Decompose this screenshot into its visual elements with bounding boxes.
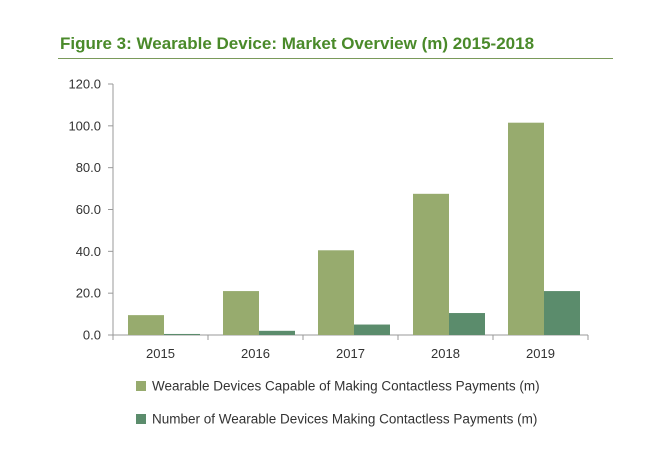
bar-series1-2019 — [508, 122, 544, 335]
x-tick-label: 2016 — [241, 346, 270, 361]
tick-labels: 0.0 20.0 40.0 60.0 80.0 100.0 120.0 2015 2016 201… — [68, 77, 555, 362]
y-tick-label: 100.0 — [68, 118, 101, 133]
bars — [128, 122, 580, 335]
bar-series1-2015 — [128, 315, 164, 335]
y-tick-label: 80.0 — [76, 160, 101, 175]
legend: Wearable Devices Capable of Making Conta… — [136, 379, 540, 427]
y-tick-label: 120.0 — [68, 77, 101, 92]
bar-series2-2016 — [259, 330, 295, 335]
bar-series1-2017 — [318, 250, 354, 335]
bar-series1-2018 — [413, 193, 449, 335]
y-tick-label: 60.0 — [76, 202, 101, 217]
legend-label-1: Wearable Devices Capable of Making Conta… — [152, 379, 540, 394]
y-tick-label: 0.0 — [83, 328, 101, 343]
bar-series2-2015 — [164, 333, 200, 335]
bar-series2-2018 — [449, 313, 485, 335]
x-tick-label: 2017 — [336, 346, 365, 361]
y-tick-label: 40.0 — [76, 244, 101, 259]
figure-title: Figure 3: Wearable Device: Market Overvi… — [60, 34, 535, 53]
x-tick-label: 2019 — [526, 346, 555, 361]
bar-series1-2016 — [223, 291, 259, 335]
x-tick-label: 2015 — [146, 346, 175, 361]
title-rule — [58, 58, 613, 59]
bar-series2-2019 — [544, 291, 580, 335]
legend-label-2: Number of Wearable Devices Making Contac… — [152, 412, 537, 427]
legend-swatch-2 — [136, 414, 146, 424]
y-tick-label: 20.0 — [76, 286, 101, 301]
legend-swatch-1 — [136, 381, 146, 391]
bar-series2-2017 — [354, 324, 390, 335]
x-tick-label: 2018 — [431, 346, 460, 361]
